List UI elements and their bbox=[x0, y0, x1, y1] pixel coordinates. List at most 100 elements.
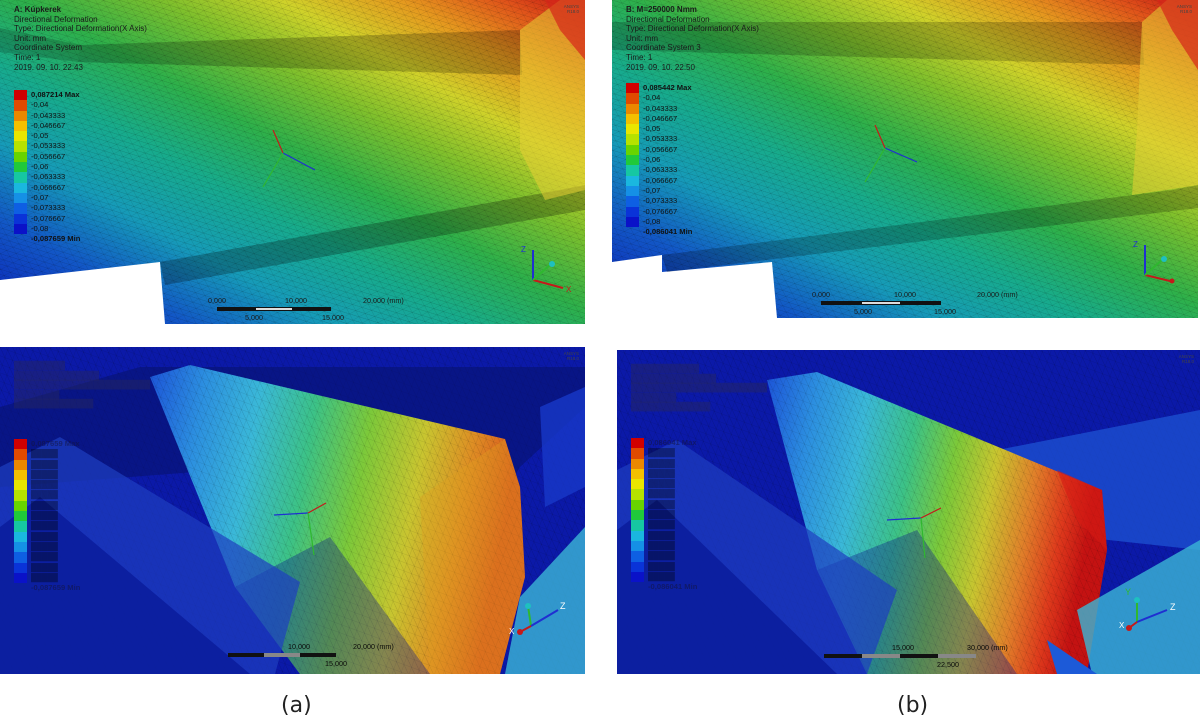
scale-tick: 10,000 bbox=[288, 642, 310, 651]
axis-label-x: X bbox=[509, 627, 515, 636]
legend-entry: █████ bbox=[14, 480, 80, 491]
legend-entry: █████ bbox=[631, 468, 697, 480]
legend-label: 0,087659 Max bbox=[31, 439, 80, 448]
legend-entry: █████ bbox=[631, 520, 697, 531]
legend-label: -0,04 bbox=[31, 100, 49, 110]
info-line: 2019. 09. 10. 22:43 bbox=[14, 62, 83, 72]
info-block-a-bottom: █████████ ███████████████ ██████████████… bbox=[14, 361, 151, 409]
legend-swatch bbox=[626, 144, 639, 156]
axis-label-x: X bbox=[566, 285, 572, 294]
legend-entry: -0,043333 bbox=[14, 110, 80, 121]
legend-entry: 0,087214 Max bbox=[14, 90, 80, 101]
legend-label: -0,05 bbox=[643, 124, 661, 134]
legend-label: -0,06 bbox=[31, 162, 49, 172]
legend-label: -0,056667 bbox=[643, 144, 678, 154]
legend-swatch bbox=[14, 223, 27, 235]
legend-swatch bbox=[631, 479, 644, 490]
legend-swatch bbox=[626, 155, 639, 166]
scale-tick: 22,500 bbox=[937, 660, 959, 669]
info-line: Time: 1 bbox=[626, 52, 653, 62]
legend-swatch bbox=[626, 165, 639, 176]
scale-tick: 20,000 (mm) bbox=[977, 290, 1018, 299]
legend-entry: -0,053333 bbox=[626, 134, 692, 145]
panel-a-bottom-render: ANSYS R18.0 █████████ ███████████████ ███… bbox=[0, 347, 585, 674]
legend-label: -0,05 bbox=[31, 131, 49, 141]
global-axis-triad-icon: Z X bbox=[509, 601, 566, 636]
legend-label: █████ bbox=[31, 521, 58, 531]
legend-label: █████ bbox=[648, 561, 675, 571]
legend-swatch bbox=[631, 510, 644, 521]
legend-entry: █████ bbox=[14, 572, 80, 584]
info-line: Type: Directional Deformation(X Axis) bbox=[626, 24, 759, 34]
legend-swatch bbox=[14, 162, 27, 173]
axis-label-z: Z bbox=[560, 601, 566, 611]
legend-label: █████ bbox=[31, 500, 58, 510]
legend-label: -0,063333 bbox=[643, 165, 678, 175]
legend-entry: █████ bbox=[631, 458, 697, 469]
legend-swatch bbox=[14, 90, 27, 101]
legend-label: █████ bbox=[31, 449, 58, 459]
legend-swatch bbox=[14, 449, 27, 460]
legend-label: -0,063333 bbox=[31, 172, 66, 182]
legend-entry: 0,086041 Max bbox=[631, 438, 697, 449]
legend-entry: -0,046667 bbox=[14, 120, 80, 132]
legend-swatch bbox=[14, 151, 27, 163]
legend-entry: -0,06 bbox=[14, 162, 80, 173]
legend-entry: -0,053333 bbox=[14, 141, 80, 152]
legend-swatch bbox=[631, 499, 644, 511]
model-triad-icon bbox=[262, 129, 316, 188]
legend-swatch bbox=[14, 521, 27, 532]
legend-entry: █████ bbox=[631, 540, 697, 552]
info-line: Directional Deformation bbox=[14, 14, 98, 24]
legend-entry: █████ bbox=[14, 521, 80, 532]
legend-entry: -0,076667 bbox=[626, 206, 692, 217]
legend-entry: -0,063333 bbox=[14, 172, 80, 183]
deformation-contour-b-bottom bbox=[617, 350, 1200, 674]
axis-label-z: Z bbox=[1170, 602, 1176, 612]
legend-label: -0,08 bbox=[31, 223, 49, 233]
legend-label: █████ bbox=[31, 459, 58, 469]
legend-entry: █████ bbox=[14, 469, 80, 481]
legend-entry: -0,056667 bbox=[626, 144, 692, 156]
legend-swatch bbox=[14, 192, 27, 204]
legend-entry: -0,087659 Min bbox=[14, 234, 80, 244]
legend-swatch bbox=[14, 439, 27, 450]
legend-entry: █████ bbox=[14, 541, 80, 553]
legend-entry: █████ bbox=[631, 479, 697, 490]
info-line: Unit: mm bbox=[626, 33, 658, 43]
legend-entry: -0,056667 bbox=[14, 151, 80, 163]
legend-entry: 0,085442 Max bbox=[626, 83, 692, 94]
scale-tick: 20,000 (mm) bbox=[363, 296, 404, 305]
scale-tick: 0,000 bbox=[812, 290, 830, 299]
result-title: B: M=250000 Nmm bbox=[626, 5, 697, 14]
legend-swatch bbox=[626, 206, 639, 217]
legend-entry: █████ bbox=[14, 459, 80, 470]
legend-swatch bbox=[626, 185, 639, 197]
legend-label: -0,08 bbox=[643, 216, 661, 226]
legend-swatch bbox=[14, 490, 27, 501]
legend-swatch bbox=[631, 561, 644, 572]
info-line: Unit: mm bbox=[14, 33, 46, 43]
legend-entry: -0,063333 bbox=[626, 165, 692, 176]
legend-entry: █████ bbox=[631, 551, 697, 562]
legend-entry: -0,04 bbox=[626, 93, 692, 104]
scale-tick: 10,000 bbox=[285, 296, 307, 305]
legend-label: -0,086041 Min bbox=[648, 582, 698, 592]
legend-label: █████ bbox=[648, 468, 675, 478]
legend-entry: -0,08 bbox=[14, 223, 80, 235]
caption-b: (b) bbox=[897, 693, 929, 718]
legend-label: -0,043333 bbox=[643, 103, 678, 113]
legend-swatch bbox=[631, 458, 644, 469]
legend-label: -0,053333 bbox=[31, 141, 66, 151]
legend-entry: -0,05 bbox=[14, 131, 80, 142]
ansys-logo: ANSYS R18.0 bbox=[1178, 354, 1194, 364]
legend-entry: -0,087659 Min bbox=[14, 583, 80, 593]
legend-swatch bbox=[631, 530, 644, 541]
legend-swatch bbox=[631, 520, 644, 531]
legend-swatch bbox=[626, 175, 639, 186]
scale-tick: 20,000 (mm) bbox=[353, 642, 394, 651]
legend-label: -0,046667 bbox=[31, 120, 66, 130]
legend-swatch bbox=[14, 572, 27, 584]
legend-swatch bbox=[14, 500, 27, 512]
